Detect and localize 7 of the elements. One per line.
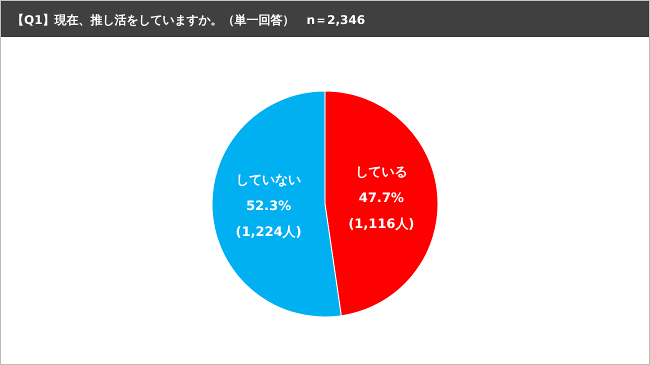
text: (1,224人) bbox=[236, 225, 302, 240]
slice-label: している bbox=[355, 164, 408, 180]
chart-title: 【Q1】現在、推し活をしていますか。（単一回答） n＝2,346 bbox=[12, 13, 366, 27]
slice-label: していない bbox=[236, 173, 302, 188]
data-label: 52.3% bbox=[246, 199, 292, 214]
text: (1,116人) bbox=[348, 216, 414, 232]
data-label: 47.7% bbox=[358, 190, 404, 206]
